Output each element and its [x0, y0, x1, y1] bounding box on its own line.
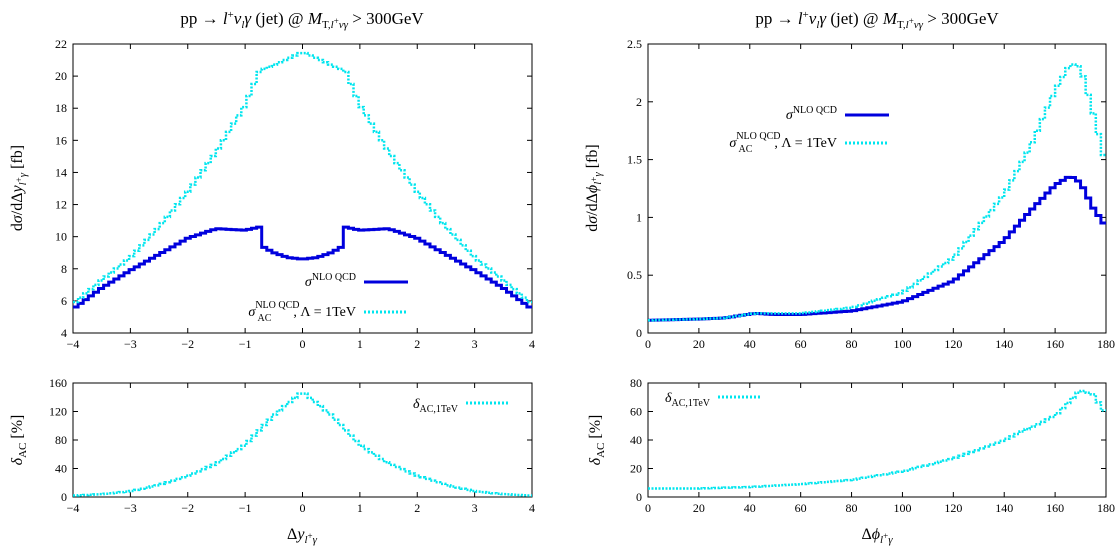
left-ratio-series-0 [73, 392, 532, 497]
right-ratio-xtick-label: 140 [995, 501, 1013, 515]
right-ratio-xtick-label: 120 [944, 501, 962, 515]
right-title: pp → l+νlγ (jet) @ MT,l+νγ > 300GeV [755, 9, 999, 31]
left-main-ytick-label: 20 [55, 69, 67, 83]
left-main-ylabel: dσ/dΔyl+γ [fb] [9, 145, 29, 231]
left-ratio-ytick-label: 160 [49, 376, 67, 390]
left-main-ytick-label: 8 [61, 262, 67, 276]
left-ratio-frame [72, 382, 533, 498]
left-main-xtick-label: 2 [414, 337, 420, 351]
left-main-ytick-label: 12 [55, 198, 67, 212]
left-ratio-ytick-label: 80 [55, 433, 67, 447]
left-main-xtick-label: −3 [124, 337, 137, 351]
left-main-ytick-label: 10 [55, 230, 67, 244]
right-ratio-legend: δAC,1TeV [665, 391, 762, 409]
right-main-xtick-label: 80 [846, 337, 858, 351]
left-main-series-0 [73, 225, 532, 309]
left-main-xtick-label: 1 [357, 337, 363, 351]
legend-ac-label: σNLO QCD AC, Λ = 1TeV [248, 300, 356, 324]
left-ratio-xtick-label: −2 [181, 501, 194, 515]
right-main-ytick-label: 2.5 [627, 37, 642, 51]
right-ratio-ytick-label: 40 [630, 433, 642, 447]
right-ratio-ytick-label: 0 [636, 490, 642, 504]
left-ratio-xtick-label: −1 [239, 501, 252, 515]
left-main-xtick-label: 0 [300, 337, 306, 351]
left-ratio-xtick-label: 4 [529, 501, 535, 515]
right-ratio-ytick-label: 60 [630, 405, 642, 419]
right-main-series-1 [648, 63, 1106, 322]
right-ratio-series-0 [648, 389, 1106, 490]
left-main-ytick-label: 18 [55, 101, 67, 115]
left-main-xtick-label: −4 [67, 337, 80, 351]
left-ratio-xtick-label: −3 [124, 501, 137, 515]
right-ratio-xtick-label: 0 [645, 501, 651, 515]
legend-delta-label: δAC,1TeV [413, 397, 459, 415]
left-ratio-ytick-label: 0 [61, 490, 67, 504]
right-main-ytick-label: 0 [636, 326, 642, 340]
left-ratio-xtick-label: 3 [472, 501, 478, 515]
legend-delta-label-r: δAC,1TeV [665, 391, 711, 409]
right-main-xtick-label: 120 [944, 337, 962, 351]
legend-nlo-label-r: σNLO QCD [786, 105, 837, 123]
right-ratio-xtick-label: 160 [1046, 501, 1064, 515]
left-main-ytick-label: 22 [55, 37, 67, 51]
left-main-ytick-label: 14 [55, 165, 67, 179]
right-ratio-xtick-label: 180 [1097, 501, 1115, 515]
right-main-xtick-label: 160 [1046, 337, 1064, 351]
left-main-ytick-label: 16 [55, 133, 67, 147]
right-main-ytick-label: 2 [636, 95, 642, 109]
right-main-xtick-label: 60 [795, 337, 807, 351]
right-main-xtick-label: 140 [995, 337, 1013, 351]
left-ratio-xtick-label: 1 [357, 501, 363, 515]
left-ratio-xtick-label: 0 [300, 501, 306, 515]
right-ratio-xtick-label: 80 [846, 501, 858, 515]
left-main-xtick-label: 3 [472, 337, 478, 351]
right-xlabel: Δϕl+γ [861, 526, 893, 546]
right-main-ylabel: dσ/dΔϕl+γ [fb] [584, 144, 604, 231]
left-main-frame [72, 43, 533, 334]
right-main-xtick-label: 100 [893, 337, 911, 351]
left-main-ytick-label: 4 [61, 326, 67, 340]
right-main-xtick-label: 0 [645, 337, 651, 351]
legend-nlo-label: σNLO QCD [305, 272, 356, 290]
left-main-xtick-label: −2 [181, 337, 194, 351]
right-main-xtick-label: 20 [693, 337, 705, 351]
right-main-ytick-label: 0.5 [627, 268, 642, 282]
left-main-xtick-label: 4 [529, 337, 535, 351]
right-main-frame [647, 43, 1107, 334]
left-title: pp → l+νlγ (jet) @ MT,l+νγ > 300GeV [180, 9, 424, 31]
right-main-xtick-label: 40 [744, 337, 756, 351]
right-ratio-xtick-label: 40 [744, 501, 756, 515]
left-main-xtick-label: −1 [239, 337, 252, 351]
left-ratio-ytick-label: 40 [55, 462, 67, 476]
right-ratio-xtick-label: 60 [795, 501, 807, 515]
right-ratio-frame [647, 382, 1107, 498]
right-main-ytick-label: 1 [636, 210, 642, 224]
left-ratio-xtick-label: −4 [67, 501, 80, 515]
left-ratio-ylabel: δAC [%] [9, 415, 29, 466]
left-ratio-legend: δAC,1TeV [413, 397, 510, 415]
left-xlabel: Δyl+γ [287, 526, 318, 546]
right-main-xtick-label: 180 [1097, 337, 1115, 351]
left-ratio-ytick-label: 120 [49, 405, 67, 419]
right-ratio-ylabel: δAC [%] [587, 415, 607, 466]
left-ratio-xtick-label: 2 [414, 501, 420, 515]
right-ratio-ytick-label: 80 [630, 376, 642, 390]
right-ratio-xtick-label: 100 [893, 501, 911, 515]
right-main-legend: σNLO QCD σNLO QCD AC, Λ = 1TeV [729, 105, 889, 155]
right-ratio-ytick-label: 20 [630, 462, 642, 476]
right-main-ytick-label: 1.5 [627, 153, 642, 167]
right-ratio-xtick-label: 20 [693, 501, 705, 515]
legend-ac-label-r: σNLO QCD AC, Λ = 1TeV [729, 131, 837, 155]
left-main-legend: σNLO QCD σNLO QCD AC, Λ = 1TeV [248, 272, 408, 324]
left-main-ytick-label: 6 [61, 294, 67, 308]
